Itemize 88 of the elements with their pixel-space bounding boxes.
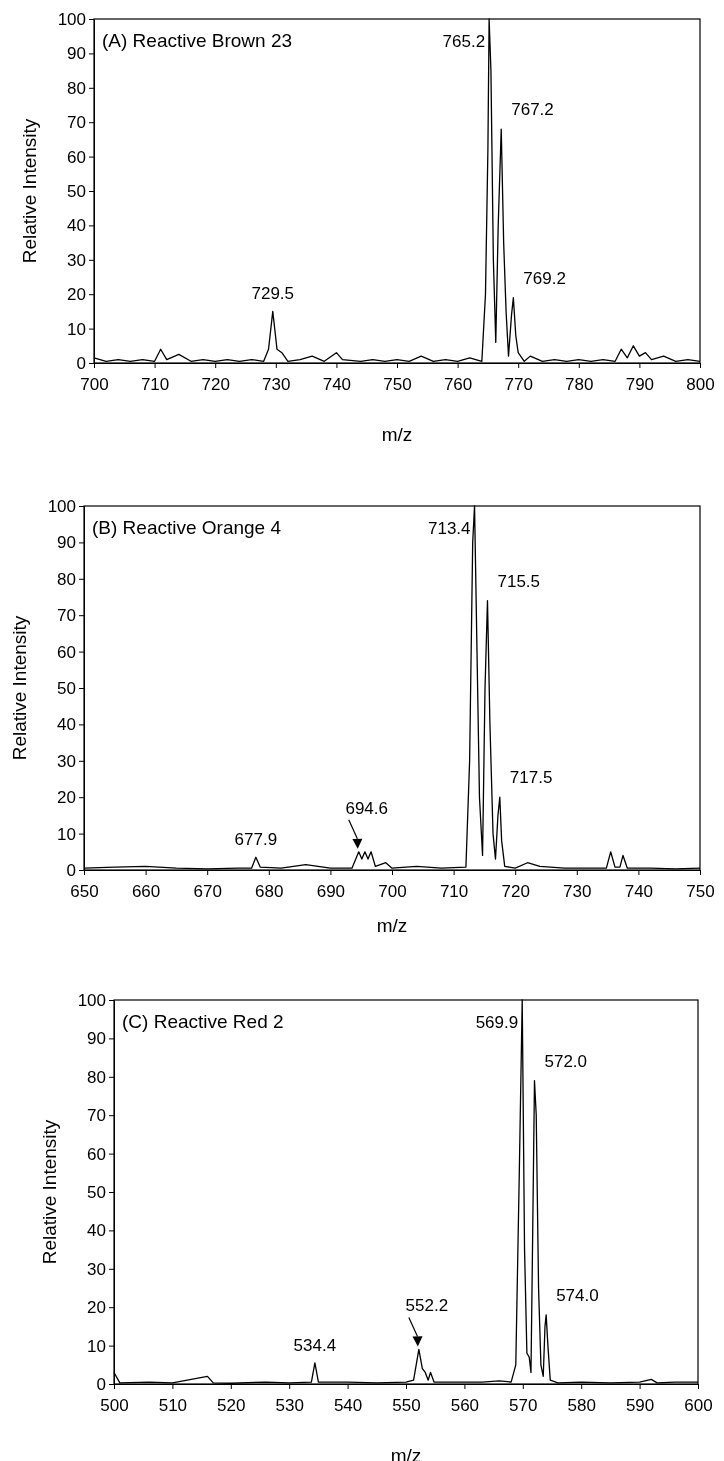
y-tick-label: 40	[57, 715, 76, 735]
y-tick-label: 20	[67, 285, 86, 305]
annotation: 767.2	[511, 100, 554, 120]
y-tick-label: 40	[87, 1221, 106, 1241]
x-tick-label: 770	[504, 374, 533, 394]
y-tick-label: 10	[67, 319, 86, 339]
y-tick-label: 70	[67, 113, 86, 133]
y-tick-label: 80	[57, 569, 76, 589]
annotation: 765.2	[442, 32, 486, 51]
y-tick-label: 30	[67, 250, 86, 270]
x-tick-label: 540	[333, 1395, 363, 1415]
x-tick-label: 590	[625, 1395, 655, 1415]
x-tick-label: 690	[316, 881, 346, 901]
y-tick-label: 70	[87, 1106, 106, 1126]
y-tick-label: 0	[96, 1374, 106, 1394]
x-tick-label: 600	[684, 1395, 713, 1415]
y-tick-label: 100	[47, 496, 76, 516]
x-tick-label: 510	[158, 1395, 188, 1415]
x-tick-label: 550	[392, 1395, 421, 1415]
y-tick-label: 80	[87, 1067, 106, 1087]
y-tick-label: 10	[87, 1336, 106, 1356]
annotation: 552.2	[405, 1296, 449, 1316]
text: (C) Reactive Red 2	[122, 1011, 284, 1032]
y-tick-label: 80	[67, 78, 86, 98]
annotation: 534.4	[293, 1335, 337, 1355]
x-tick-label: 720	[501, 881, 530, 901]
y-tick-label: 50	[67, 181, 86, 201]
x-tick-label: 570	[509, 1395, 538, 1415]
x-tick-label: 760	[443, 374, 473, 394]
text: (B) Reactive Orange 4	[92, 517, 282, 538]
annotation: 677.9	[234, 830, 278, 850]
x-tick-label: 520	[217, 1395, 246, 1415]
y-axis-title: Relative Intensity	[39, 1119, 60, 1265]
annotation: 574.0	[556, 1285, 599, 1305]
x-axis-title: m/z	[376, 915, 408, 936]
y-tick-label: 40	[67, 216, 86, 236]
y-tick-label: 10	[57, 824, 76, 844]
y-tick-label: 20	[87, 1298, 106, 1318]
y-tick-label: 50	[57, 678, 76, 698]
y-tick-label: 60	[57, 642, 76, 662]
y-tick-label: 60	[87, 1144, 106, 1164]
annotation: 715.5	[497, 571, 541, 591]
annotation: 569.9	[475, 1013, 519, 1032]
x-tick-label: 720	[201, 374, 230, 394]
annotation: 572.0	[544, 1051, 588, 1071]
y-tick-label: 90	[87, 1029, 106, 1049]
x-tick-label: 500	[100, 1395, 129, 1415]
y-tick-label: 0	[76, 353, 86, 373]
annotation: 713.4	[428, 519, 471, 538]
x-tick-label: 730	[262, 374, 291, 394]
x-tick-label: 680	[255, 881, 284, 901]
x-tick-label: 650	[70, 881, 99, 901]
x-tick-label: 780	[565, 374, 594, 394]
x-tick-label: 740	[322, 374, 352, 394]
y-axis-title: Relative Intensity	[9, 615, 30, 761]
annotation: 717.5	[509, 768, 553, 788]
x-tick-label: 730	[563, 881, 592, 901]
y-tick-label: 100	[57, 9, 86, 29]
x-tick-label: 530	[275, 1395, 304, 1415]
annotation: 769.2	[523, 268, 566, 288]
y-tick-label: 30	[57, 751, 76, 771]
x-tick-label: 740	[624, 881, 654, 901]
x-axis-title: m/z	[381, 424, 413, 445]
x-tick-label: 750	[686, 881, 715, 901]
x-tick-label: 560	[450, 1395, 480, 1415]
y-tick-label: 50	[87, 1182, 106, 1202]
y-tick-label: 0	[66, 860, 76, 880]
x-tick-label: 700	[80, 374, 109, 394]
x-tick-label: 750	[383, 374, 412, 394]
annotation: 729.5	[251, 284, 295, 304]
y-tick-label: 90	[67, 44, 86, 64]
x-tick-label: 790	[625, 374, 655, 394]
x-tick-label: 580	[567, 1395, 596, 1415]
annotation: 694.6	[345, 798, 389, 818]
x-tick-label: 710	[439, 881, 469, 901]
y-tick-label: 20	[57, 788, 76, 808]
x-tick-label: 700	[378, 881, 407, 901]
y-tick-label: 70	[57, 606, 76, 626]
x-tick-label: 800	[686, 374, 715, 394]
text: (A) Reactive Brown 23	[102, 30, 293, 51]
y-tick-label: 100	[77, 990, 106, 1010]
y-tick-label: 30	[87, 1259, 106, 1279]
y-axis-title: Relative Intensity	[19, 118, 40, 264]
x-tick-label: 670	[193, 881, 222, 901]
x-tick-label: 660	[131, 881, 161, 901]
y-tick-label: 90	[57, 533, 76, 553]
y-tick-label: 60	[67, 147, 86, 167]
x-tick-label: 710	[140, 374, 170, 394]
